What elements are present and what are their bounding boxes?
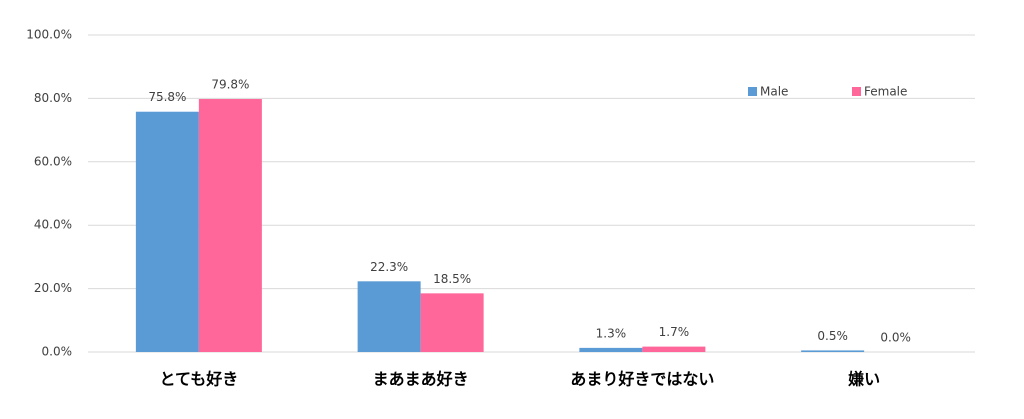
- x-tick-label: あまり好きではない: [570, 370, 714, 389]
- bar: [198, 99, 262, 352]
- value-label: 0.5%: [817, 329, 848, 343]
- value-label: 18.5%: [433, 272, 471, 286]
- bar: [579, 347, 643, 352]
- y-tick-label: 0.0%: [42, 345, 73, 359]
- y-tick-label: 80.0%: [34, 91, 72, 105]
- x-tick-label: 嫌い: [847, 370, 880, 389]
- x-tick-label: とても好き: [160, 370, 239, 389]
- bar: [642, 346, 706, 352]
- legend-swatch: [748, 87, 757, 96]
- y-tick-label: 40.0%: [34, 218, 72, 232]
- y-tick-label: 20.0%: [34, 281, 72, 295]
- bar: [135, 111, 199, 353]
- legend-swatch: [852, 87, 861, 96]
- value-label: 75.8%: [148, 90, 186, 104]
- value-label: 1.3%: [596, 326, 627, 340]
- value-label: 0.0%: [880, 331, 911, 345]
- bar: [357, 281, 421, 352]
- bar: [801, 350, 865, 352]
- value-label: 1.7%: [659, 325, 690, 339]
- y-tick-label: 100.0%: [26, 28, 72, 42]
- x-tick-label: まあまあ好き: [373, 370, 469, 389]
- value-label: 22.3%: [370, 260, 408, 274]
- legend-label: Male: [760, 85, 788, 99]
- legend-label: Female: [864, 85, 907, 99]
- y-tick-label: 60.0%: [34, 154, 72, 168]
- bar: [420, 293, 484, 352]
- value-label: 79.8%: [211, 78, 249, 92]
